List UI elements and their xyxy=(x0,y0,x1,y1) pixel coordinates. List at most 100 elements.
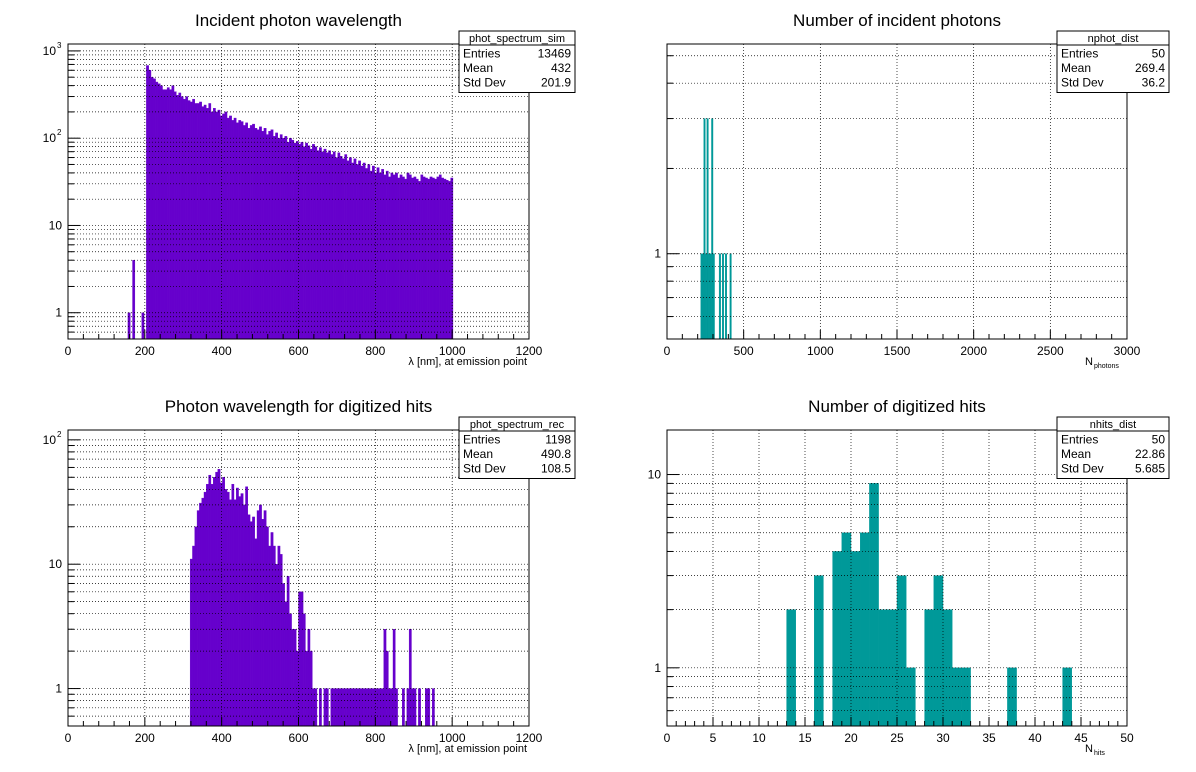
histogram-bar xyxy=(256,510,260,727)
histogram-bar xyxy=(233,117,237,340)
x-axis-label: N xyxy=(1085,356,1093,368)
stats-value: 490.8 xyxy=(541,447,571,461)
histogram-bar xyxy=(183,98,186,340)
histogram-bar xyxy=(378,172,382,340)
histogram-bar xyxy=(277,137,281,340)
histogram-bar xyxy=(293,142,297,340)
histogram-bar xyxy=(272,136,276,340)
histogram-bar xyxy=(192,98,195,340)
histogram-bar xyxy=(841,532,852,727)
histogram-bar xyxy=(703,118,706,340)
histogram-bar xyxy=(869,483,879,727)
x-tick-label: 0 xyxy=(65,344,72,358)
histogram-bar xyxy=(431,177,435,340)
histogram-bar xyxy=(286,141,290,340)
histogram-bar xyxy=(263,510,267,727)
histogram-bar xyxy=(365,168,368,340)
x-axis-label: N xyxy=(1085,743,1093,755)
histogram-bar xyxy=(321,151,325,340)
histogram-bar xyxy=(896,575,907,727)
histogram-bar xyxy=(222,113,225,340)
y-tick-label: 1 xyxy=(654,247,661,261)
histogram-bar xyxy=(312,144,315,340)
histogram-bar xyxy=(261,131,265,340)
histogram-bar xyxy=(302,613,306,727)
histogram-bar xyxy=(300,141,304,340)
stats-box-name: nhits_dist xyxy=(1090,419,1136,431)
chart-title: Photon wavelength for digitized hits xyxy=(165,397,432,416)
stats-box-name: phot_spectrum_sim xyxy=(469,33,565,45)
histogram-bar xyxy=(961,667,971,727)
histogram-bar xyxy=(180,96,184,340)
y-tick-label: 10 xyxy=(49,218,63,232)
histogram-bar xyxy=(254,128,258,340)
x-tick-label: 35 xyxy=(982,731,996,745)
histogram-bar xyxy=(245,486,248,727)
stats-box-name: nphot_dist xyxy=(1088,33,1139,45)
histogram-bar xyxy=(148,70,152,340)
stats-label: Mean xyxy=(1061,61,1091,75)
x-tick-label: 1200 xyxy=(516,731,543,745)
histogram-bar xyxy=(238,496,242,727)
histogram-bar xyxy=(376,167,380,340)
histogram-bar xyxy=(397,177,401,340)
chart-title: Number of digitized hits xyxy=(808,397,986,416)
x-tick-label: 2500 xyxy=(1037,344,1064,358)
histogram-bar xyxy=(712,253,715,340)
histogram-bar xyxy=(173,91,177,340)
histogram-bar xyxy=(261,519,265,727)
histogram-bar xyxy=(415,178,419,340)
histogram-bar xyxy=(392,629,396,727)
histogram-bar xyxy=(952,667,962,727)
stats-box: nphot_dist Entries 50 Mean 269.4 Std Dev 36.2 xyxy=(1056,30,1170,93)
stats-value: 22.86 xyxy=(1135,447,1165,461)
histogram-bar xyxy=(408,629,412,727)
x-tick-label: 25 xyxy=(890,731,904,745)
x-tick-label: 1500 xyxy=(884,344,911,358)
x-tick-label: 1000 xyxy=(439,731,466,745)
y-tick-exponent: 3 xyxy=(57,41,62,50)
histogram-bar xyxy=(282,583,285,727)
histogram-bar xyxy=(335,157,338,340)
histogram-bar xyxy=(291,139,295,340)
histogram-bar xyxy=(383,629,387,727)
x-tick-label: 45 xyxy=(1074,731,1088,745)
histogram-bar xyxy=(302,146,306,340)
histogram-bar xyxy=(252,516,255,727)
y-tick-label: 10 xyxy=(43,131,57,145)
x-tick-label: 600 xyxy=(288,344,308,358)
chart-panel-2: 0 500 1000 1500 2000 2500 3000 1 Number of incid… xyxy=(654,11,1170,370)
histogram-bar xyxy=(194,103,198,340)
histogram-bar xyxy=(395,172,398,340)
stats-label: Entries xyxy=(463,47,500,61)
histogram-bar xyxy=(157,83,161,340)
y-tick-label: 10 xyxy=(49,557,63,571)
histogram-bar xyxy=(185,96,189,340)
histogram-bar xyxy=(155,81,159,340)
histogram-bar xyxy=(307,629,311,727)
histogram-bar xyxy=(199,101,202,340)
histogram-bar xyxy=(226,491,230,727)
y-tick-label: 1 xyxy=(55,682,62,696)
histogram-bar xyxy=(199,502,202,727)
histogram-bar xyxy=(189,101,193,340)
histogram-bar xyxy=(279,134,283,340)
histogram-bar xyxy=(236,122,239,340)
chart-title: Number of incident photons xyxy=(793,11,1001,30)
histogram-bar xyxy=(192,545,195,727)
y-tick-label: 1 xyxy=(654,661,661,675)
stats-label: Mean xyxy=(463,61,493,75)
stats-label: Std Dev xyxy=(463,76,506,90)
histogram-bar xyxy=(219,482,223,727)
stats-value: 36.2 xyxy=(1142,76,1166,90)
y-tick-exponent: 2 xyxy=(57,128,62,137)
histogram-bar xyxy=(249,521,253,727)
histogram-bar xyxy=(353,688,357,727)
histogram-bar xyxy=(330,154,334,340)
histogram-bar xyxy=(270,129,274,340)
histogram-bar xyxy=(711,118,714,340)
stats-label: Entries xyxy=(1061,47,1098,61)
histogram-bar xyxy=(277,545,281,727)
x-tick-label: 15 xyxy=(798,731,812,745)
